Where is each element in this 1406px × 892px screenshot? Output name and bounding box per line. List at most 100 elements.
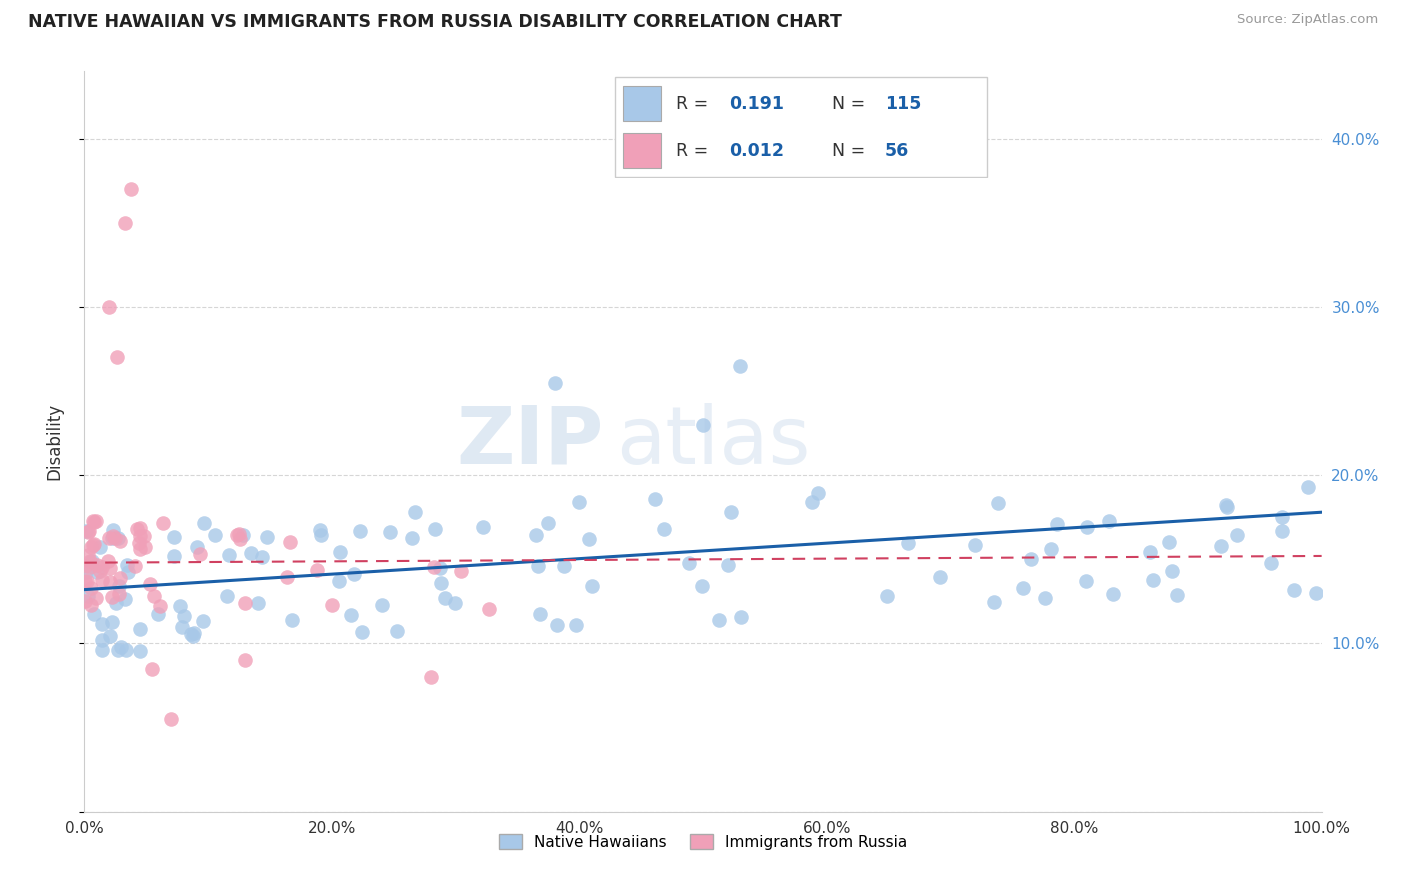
Point: [529, 607, 551, 622]
Point: [728, 359, 751, 373]
Point: [114, 592, 136, 607]
Point: [82, 514, 104, 528]
Point: [929, 569, 952, 583]
Point: [128, 529, 150, 543]
Point: [76, 548, 98, 562]
Point: [98, 574, 121, 589]
Point: [84, 591, 107, 605]
Point: [876, 589, 898, 603]
Point: [91, 632, 114, 647]
Point: [1139, 545, 1161, 559]
Point: [98, 629, 121, 643]
Point: [537, 516, 560, 531]
Point: [1305, 586, 1327, 600]
Point: [163, 549, 186, 563]
Point: [692, 417, 714, 432]
Point: [97, 531, 120, 545]
Point: [108, 587, 131, 601]
Point: [75, 594, 97, 608]
Point: [1215, 498, 1237, 512]
Point: [425, 522, 447, 536]
Point: [280, 613, 302, 627]
Point: [90, 560, 112, 574]
Point: [75, 524, 97, 538]
Text: R =: R =: [676, 95, 714, 112]
Point: [83, 516, 105, 530]
FancyBboxPatch shape: [616, 77, 987, 178]
Point: [897, 536, 920, 550]
Point: [107, 642, 129, 657]
Point: [97, 554, 120, 568]
Point: [1166, 588, 1188, 602]
Point: [79, 598, 101, 612]
Point: [730, 610, 752, 624]
Point: [478, 602, 501, 616]
Point: [75, 566, 97, 580]
Point: [90, 643, 112, 657]
Point: [125, 522, 148, 536]
Point: [349, 524, 371, 538]
Point: [553, 559, 575, 574]
Point: [104, 596, 127, 610]
Point: [90, 617, 112, 632]
Point: [89, 540, 111, 554]
Point: [352, 625, 374, 640]
Point: [183, 626, 205, 640]
Point: [128, 541, 150, 556]
Point: [148, 599, 170, 613]
Point: [129, 521, 152, 535]
Point: [139, 577, 162, 591]
Point: [82, 538, 104, 552]
Point: [423, 560, 446, 574]
Point: [124, 558, 146, 573]
Point: [181, 629, 204, 643]
Point: [75, 559, 97, 574]
Point: [578, 532, 600, 546]
Point: [401, 531, 423, 545]
Point: [143, 589, 166, 603]
Point: [172, 620, 194, 634]
Point: [526, 527, 548, 541]
Text: N =: N =: [832, 95, 870, 112]
Point: [80, 540, 103, 554]
Point: [1271, 510, 1294, 524]
Point: [141, 662, 163, 676]
Point: [246, 595, 269, 609]
Point: [89, 565, 111, 579]
Point: [217, 589, 239, 603]
Point: [644, 492, 666, 507]
Point: [160, 712, 183, 726]
Point: [110, 640, 132, 654]
Point: [79, 554, 101, 568]
Point: [707, 613, 730, 627]
Point: [117, 565, 139, 579]
Point: [546, 617, 568, 632]
Point: [419, 670, 441, 684]
Point: [120, 182, 142, 196]
Point: [169, 599, 191, 613]
Point: [86, 558, 108, 572]
Point: [128, 643, 150, 657]
Point: [278, 535, 301, 549]
Point: [987, 496, 1010, 510]
Point: [86, 515, 108, 529]
Point: [1019, 551, 1042, 566]
Point: [114, 216, 136, 230]
Point: [690, 579, 713, 593]
Point: [228, 526, 250, 541]
Point: [564, 618, 586, 632]
Point: [98, 561, 121, 575]
Point: [108, 579, 131, 593]
Point: [1102, 587, 1125, 601]
Point: [654, 522, 676, 536]
Point: [1046, 516, 1069, 531]
Point: [128, 536, 150, 550]
Point: [1011, 581, 1033, 595]
Point: [308, 523, 330, 537]
Point: [378, 524, 401, 539]
Text: 0.012: 0.012: [730, 142, 785, 160]
Point: [807, 485, 830, 500]
Point: [77, 524, 100, 539]
Text: atlas: atlas: [616, 402, 811, 481]
Point: [1040, 541, 1063, 556]
